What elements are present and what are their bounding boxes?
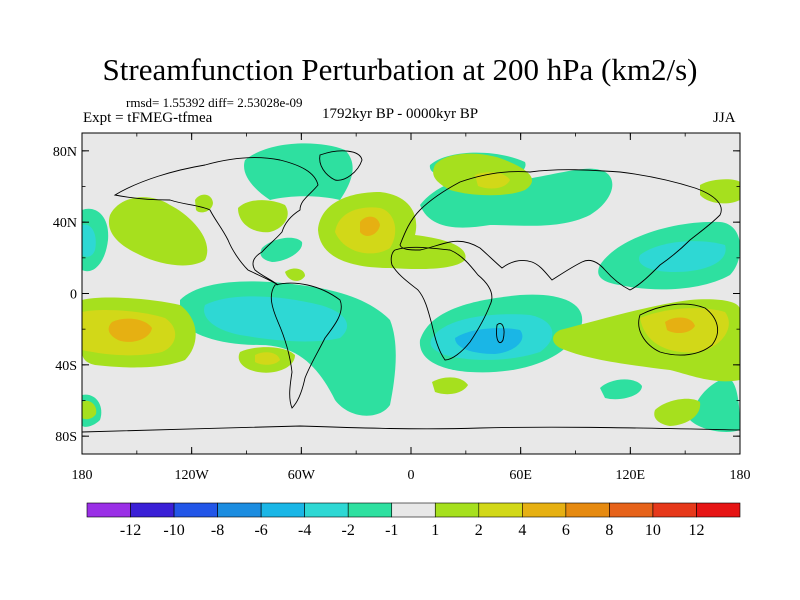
region-east-pacific-low-core [82,224,96,257]
y-axis: 80N 40N 0 40S 80S [53,145,740,445]
colorbar-label: 4 [518,522,526,539]
colorbar-label: -4 [298,522,311,539]
colorbar-swatch [478,502,523,518]
colorbar-swatch [434,502,480,518]
colorbar-label: -10 [163,522,184,539]
coast-north-america [113,157,319,286]
colorbar-swatch [173,502,218,518]
region-south-atlantic-low [690,377,740,432]
colorbar-label: 2 [475,522,483,539]
colorbar-label: 1 [431,522,439,539]
coast-south-america [270,282,342,409]
colorbar-label: -12 [120,522,141,539]
region-antarctic-high-left [82,400,97,420]
region-north-pacific-high [108,197,208,266]
y-tick-label: 40N [53,216,77,231]
colorbar-swatch [347,502,393,518]
y-tick-label: 40S [55,359,77,374]
colorbar-label: 8 [605,522,613,539]
region-arctic-canada [244,143,353,200]
colorbar-label: -1 [385,522,398,539]
coast-antarctica [82,425,740,433]
colorbar-swatch [565,502,610,518]
region-north-atlantic-high-core [360,216,380,236]
region-s-america-high-core [255,352,280,365]
colorbar-swatch [217,502,262,518]
x-tick-label: 120E [616,468,646,483]
x-tick-label: 0 [408,468,415,483]
x-tick-label: 60W [288,468,316,483]
period-label: 1792kyr BP - 0000kyr BP [322,106,479,122]
colorbar-label: 10 [645,522,661,539]
region-siberia-high-core [475,172,510,189]
x-axis: 180 120W 60W 0 60E 120E 180 [72,133,751,483]
colorbar-swatch [522,502,567,518]
chart-title: Streamfunction Perturbation at 200 hPa (… [102,52,698,87]
x-tick-label: 180 [730,468,751,483]
region-africa-small-high [285,268,305,281]
coast-greenland [319,150,363,181]
x-tick-label: 120W [175,468,210,483]
colorbar-swatch [260,502,305,518]
region-southern-ocean-high-b [654,398,701,426]
region-n-america-small-high [195,194,213,213]
x-tick-label: 180 [72,468,93,483]
experiment-label: Expt = tFMEG-tfmea [83,110,213,126]
colorbar-swatch [652,502,697,518]
y-tick-label: 0 [70,288,77,303]
colorbar-swatch [304,502,349,518]
colorbar-swatch [391,502,436,518]
region-southern-ocean-high-a [432,377,468,395]
plot-area [82,133,740,454]
region-n-america-high [238,200,288,233]
x-tick-label: 60E [509,468,532,483]
region-south-indian-low-deep [455,328,523,354]
y-tick-label: 80N [53,145,77,160]
colorbar-label: -6 [254,522,267,539]
region-australia-high-core [665,317,695,334]
contour-fills [82,143,740,432]
region-caribbean-low [260,237,303,262]
coastlines [82,150,740,433]
stats-label: rmsd= 1.55392 diff= 2.53028e-09 [126,95,303,110]
region-ne-asia-high [700,179,740,204]
region-southern-ocean-low [600,379,642,400]
colorbar-label: 6 [562,522,570,539]
coast-africa [390,246,493,361]
colorbar-swatch [130,502,175,518]
region-south-pacific-high-core [108,318,152,342]
colorbar-swatch [86,502,131,518]
season-label: JJA [713,110,736,126]
coast-europe-asia [399,169,722,291]
colorbar-swatch [609,502,654,518]
colorbar: -12 -10 -8 -6 -4 -2 -1 1 2 4 6 8 10 12 [86,502,741,539]
colorbar-label: -2 [342,522,355,539]
y-tick-label: 80S [55,430,77,445]
coast-madagascar [496,323,505,344]
region-se-pacific-low-core [204,296,348,342]
colorbar-label: -8 [211,522,224,539]
colorbar-swatch [696,502,741,518]
colorbar-label: 12 [688,522,704,539]
coast-australia [638,303,719,356]
